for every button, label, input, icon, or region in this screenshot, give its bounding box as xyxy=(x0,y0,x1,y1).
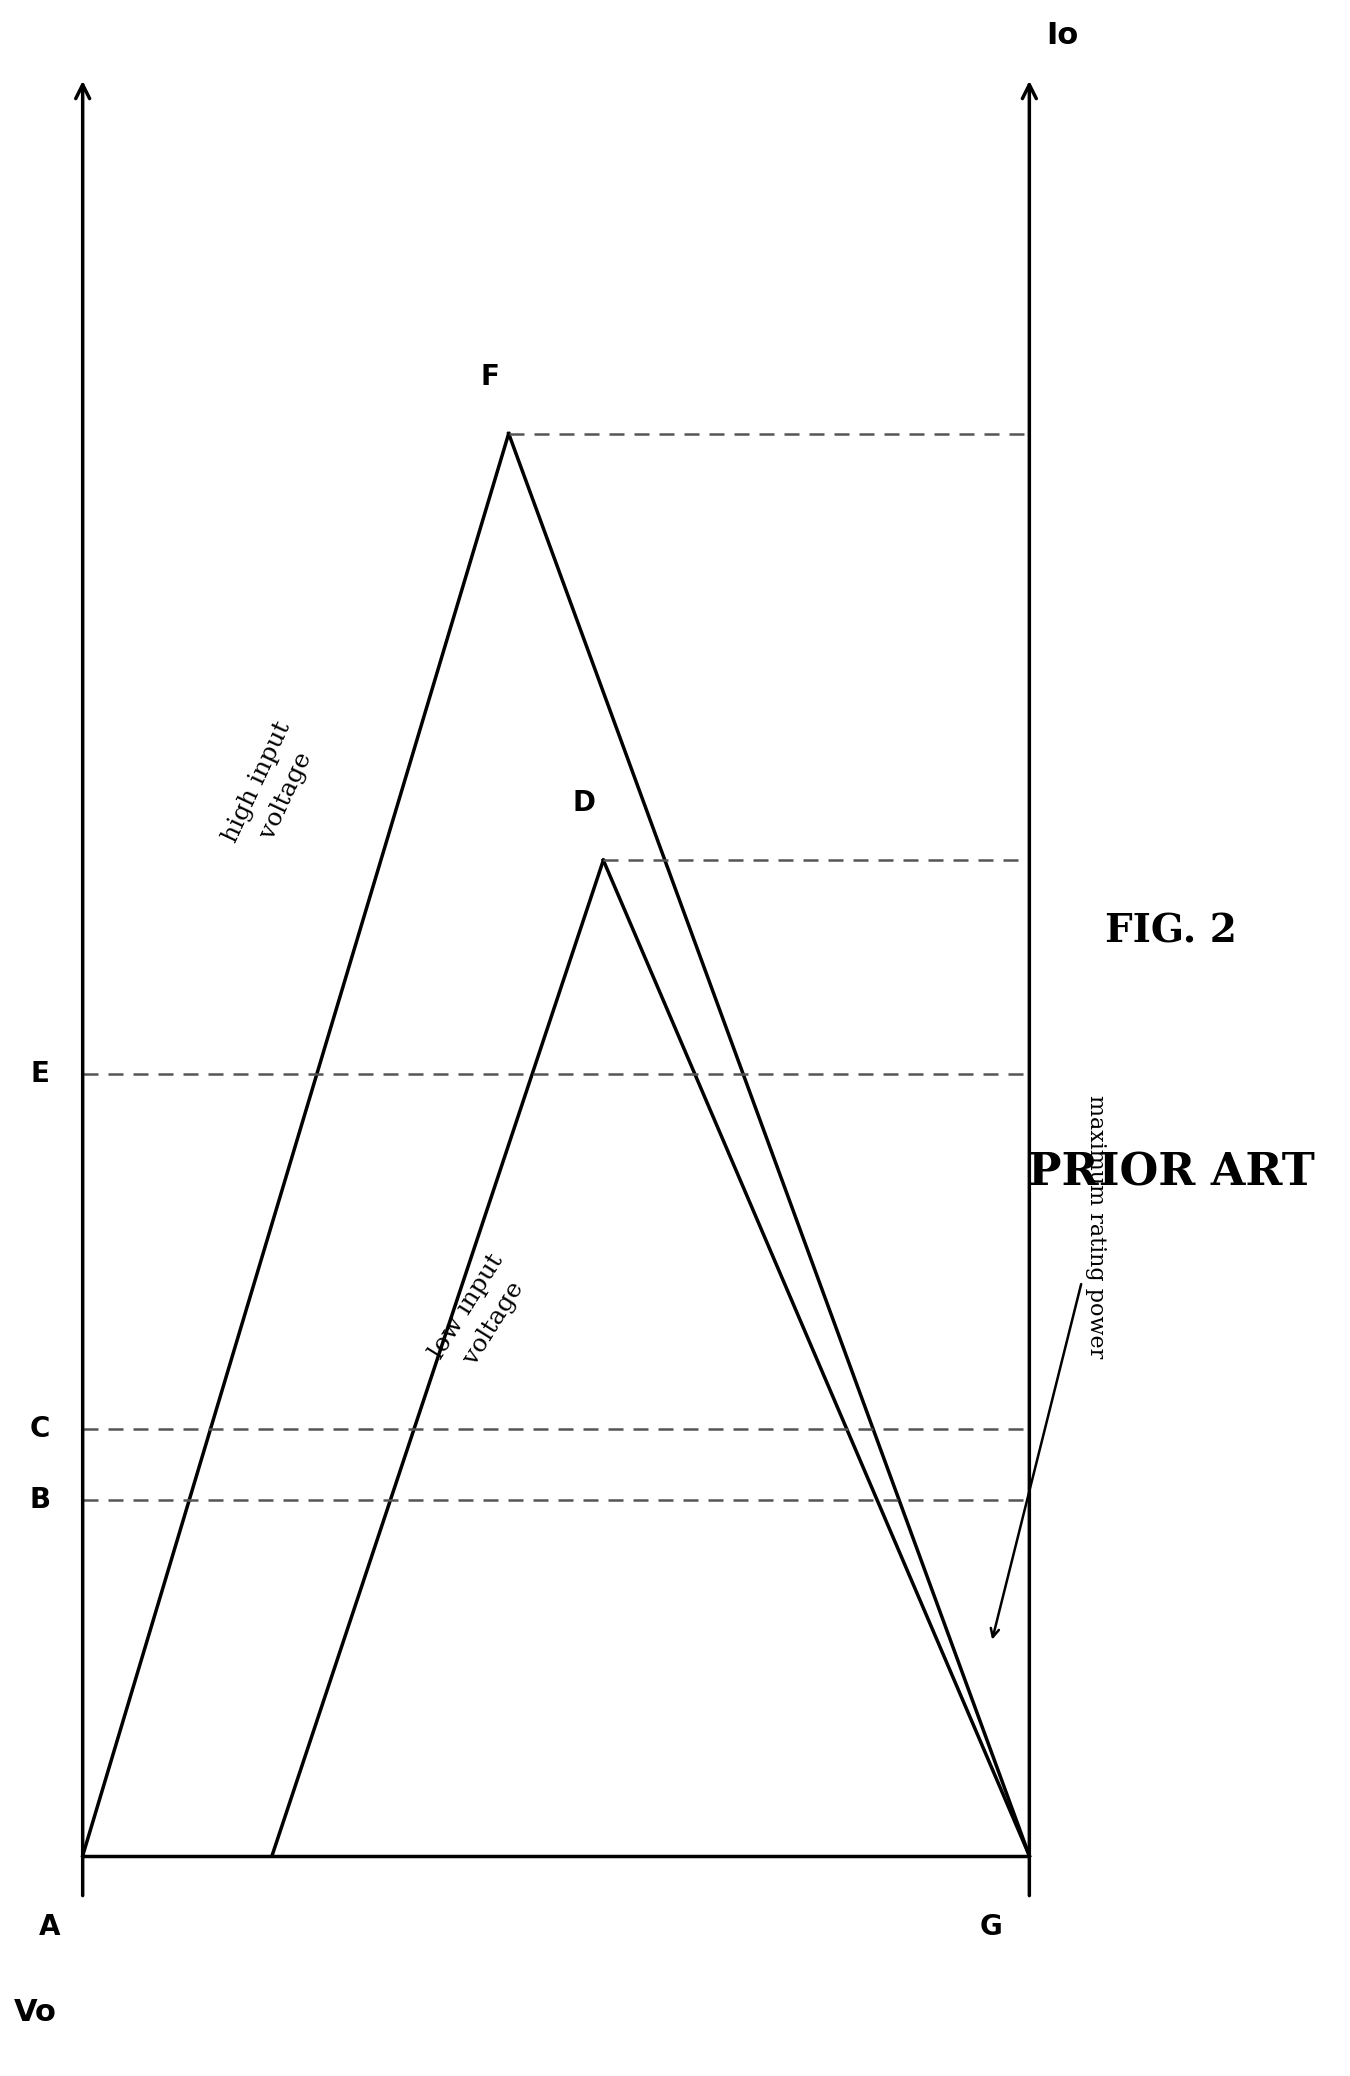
Text: FIG. 2: FIG. 2 xyxy=(1106,911,1238,951)
Text: maximum rating power: maximum rating power xyxy=(991,1094,1107,1638)
Text: high input
voltage: high input voltage xyxy=(220,718,324,859)
Text: D: D xyxy=(572,789,595,818)
Text: B: B xyxy=(30,1486,51,1513)
Text: E: E xyxy=(31,1059,50,1088)
Text: PRIOR ART: PRIOR ART xyxy=(1027,1152,1315,1194)
Text: low input
voltage: low input voltage xyxy=(425,1250,535,1381)
Text: A: A xyxy=(39,1912,61,1941)
Text: Io: Io xyxy=(1046,21,1079,50)
Text: C: C xyxy=(30,1416,50,1443)
Text: F: F xyxy=(481,363,500,390)
Text: G: G xyxy=(980,1912,1003,1941)
Text: Vo: Vo xyxy=(14,1997,57,2026)
